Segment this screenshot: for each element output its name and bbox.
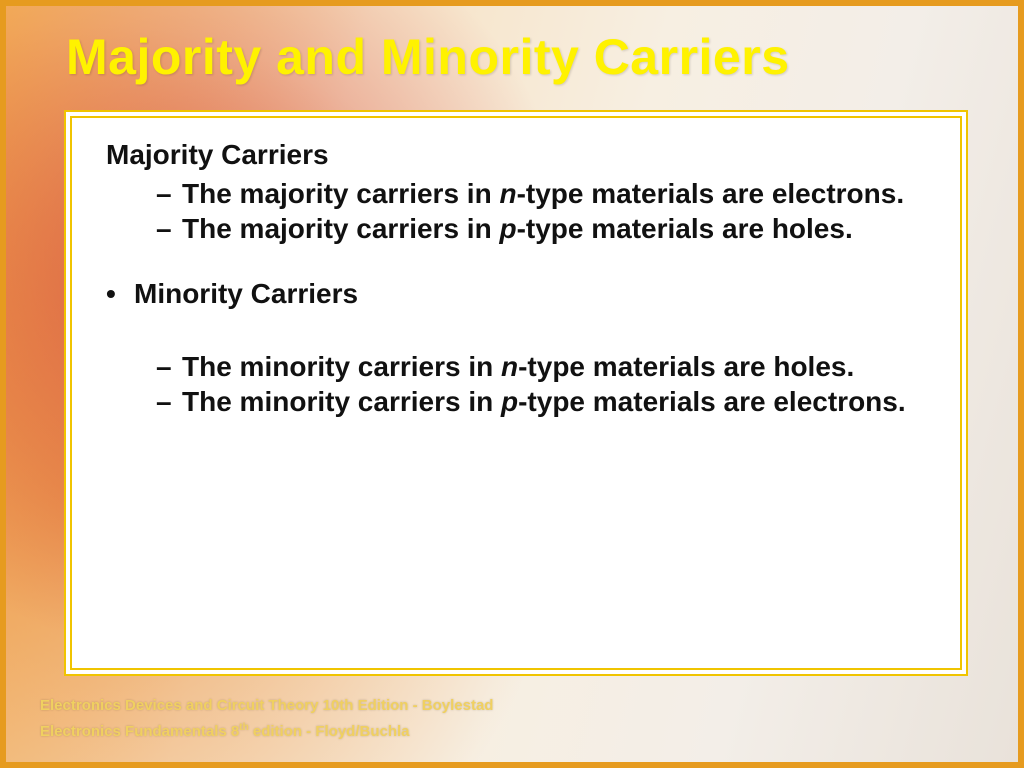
bullet-text-post: -type materials are electrons. <box>518 386 906 417</box>
bullet-text-pre: The majority carriers in <box>182 178 499 209</box>
bullet-item: The majority carriers in n-type material… <box>156 177 932 210</box>
bullet-text-post: -type materials are holes. <box>518 351 854 382</box>
slide: Majority and Minority Carriers Majority … <box>0 0 1024 768</box>
bullet-text-pre: The minority carriers in <box>182 386 501 417</box>
bullet-text-post: -type materials are electrons. <box>517 178 905 209</box>
bullet-item: The minority carriers in p-type material… <box>156 385 932 418</box>
footer-line-1: Electronics Devices and Circuit Theory 1… <box>40 697 493 714</box>
content-inner: Majority Carriers The majority carriers … <box>72 118 960 440</box>
content-box: Majority Carriers The majority carriers … <box>70 116 962 670</box>
bullet-text-pre: The minority carriers in <box>182 351 501 382</box>
footer-line-2-sup: th <box>239 722 248 733</box>
spacer <box>100 316 932 350</box>
italic-type: n <box>501 351 518 382</box>
italic-type: p <box>501 386 518 417</box>
bullet-item: The majority carriers in p-type material… <box>156 212 932 245</box>
section-heading-minority: Minority Carriers <box>100 277 932 310</box>
footer: Electronics Devices and Circuit Theory 1… <box>40 697 493 748</box>
slide-title: Majority and Minority Carriers <box>66 28 966 86</box>
italic-type: n <box>499 178 516 209</box>
bullet-item: The minority carriers in n-type material… <box>156 350 932 383</box>
section-heading-majority: Majority Carriers <box>106 138 932 171</box>
bullet-text-post: -type materials are holes. <box>517 213 853 244</box>
footer-line-2: Electronics Fundamentals 8th edition - F… <box>40 722 493 740</box>
footer-line-2-post: edition - Floyd/Buchla <box>249 723 410 740</box>
footer-line-2-pre: Electronics Fundamentals 8 <box>40 723 239 740</box>
spacer <box>100 247 932 277</box>
bullet-text-pre: The majority carriers in <box>182 213 499 244</box>
italic-type: p <box>499 213 516 244</box>
